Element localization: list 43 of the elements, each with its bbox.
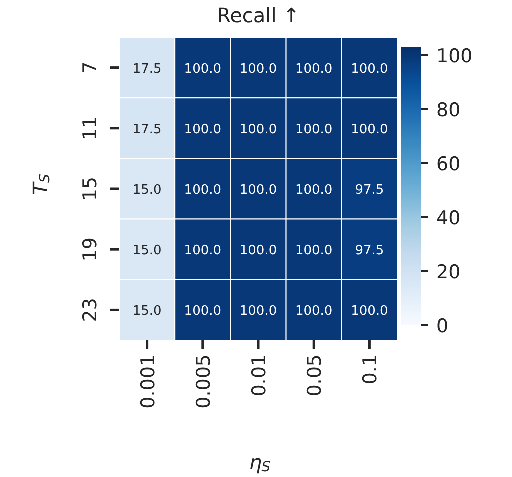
data-label: 17.5 (132, 122, 162, 138)
data-label: 17.5 (132, 62, 162, 77)
data-label: 100.0 (184, 62, 222, 77)
y-tick-label: 11 (80, 116, 102, 140)
x-tick-label: 0.01 (248, 354, 270, 397)
data-label: 15.0 (132, 183, 162, 198)
color-bar-label: 40 (436, 208, 461, 230)
data-label: 100.0 (351, 122, 388, 138)
y-tick-label: 15 (80, 176, 102, 202)
color-bar-label: 20 (436, 262, 461, 284)
x-tick-label: 0.05 (304, 354, 326, 397)
data-label: 100.0 (295, 244, 333, 259)
data-label: 15.0 (132, 304, 162, 320)
color-bar-label: 0 (436, 316, 449, 338)
data-label: 100.0 (184, 244, 222, 259)
x-tick-label: 0.005 (192, 354, 215, 409)
data-label: 100.0 (295, 62, 333, 77)
data-label: 100.0 (184, 304, 222, 320)
x-tick-label: 0.1 (360, 354, 382, 385)
data-label: 100.0 (240, 304, 278, 320)
chart-title: Recall ↑ (217, 4, 300, 28)
data-label: 100.0 (184, 122, 222, 138)
color-bar-label: 100 (436, 46, 473, 68)
data-label: 100.0 (295, 304, 333, 320)
y-tick-label: 19 (80, 238, 102, 262)
data-label: 100.0 (240, 62, 278, 77)
data-label: 100.0 (240, 244, 278, 259)
y-axis-title: TS (28, 174, 54, 196)
y-tick-label: 23 (80, 298, 102, 322)
data-label: 100.0 (240, 183, 278, 198)
data-label: 100.0 (295, 122, 333, 138)
color-bar-label: 60 (436, 154, 461, 176)
y-tick-label: 7 (80, 62, 102, 74)
data-label: 100.0 (351, 62, 388, 77)
data-label: 100.0 (240, 122, 278, 138)
data-label: 100.0 (351, 304, 388, 320)
color-bar-label: 80 (436, 100, 461, 122)
data-label: 97.5 (355, 183, 384, 198)
x-tick-label: 0.001 (137, 354, 160, 409)
data-label: 100.0 (184, 183, 222, 198)
data-label: 15.0 (132, 244, 162, 259)
data-label: 100.0 (295, 183, 333, 198)
data-label: 97.5 (355, 244, 384, 259)
